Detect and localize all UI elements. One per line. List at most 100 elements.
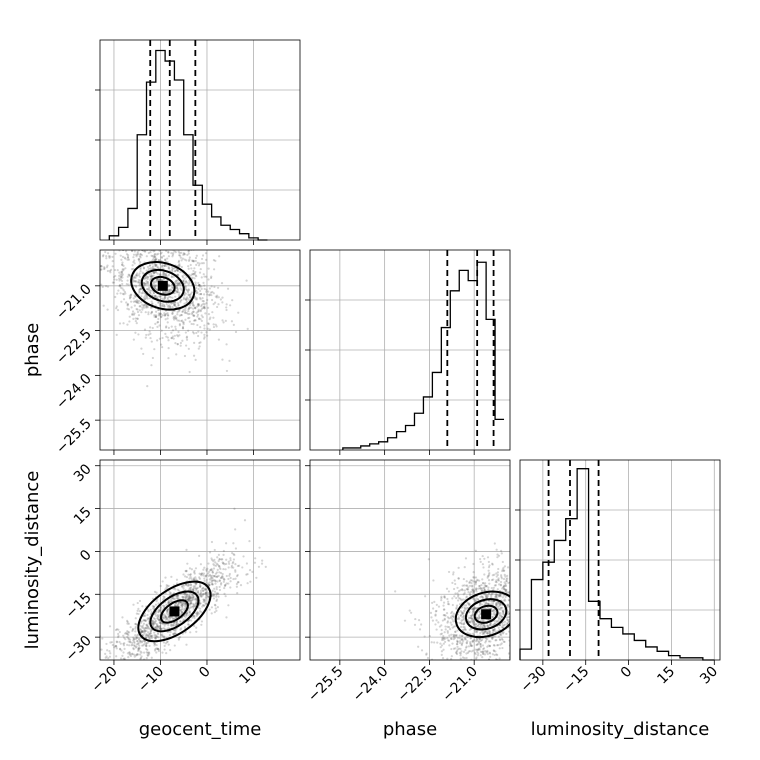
scatter-point xyxy=(150,340,153,343)
scatter-point xyxy=(473,622,476,625)
scatter-point xyxy=(181,310,184,313)
scatter-point xyxy=(142,306,146,309)
scatter-point xyxy=(151,622,154,625)
scatter-point xyxy=(180,251,183,254)
scatter-point xyxy=(451,626,454,629)
scatter-point xyxy=(452,647,456,650)
scatter-point xyxy=(186,236,188,238)
scatter-point xyxy=(160,627,164,630)
scatter-point xyxy=(199,326,202,329)
scatter-point xyxy=(499,614,502,617)
scatter-point xyxy=(192,595,195,598)
scatter-point xyxy=(159,302,162,305)
scatter-point xyxy=(153,642,156,645)
scatter-point xyxy=(140,292,143,295)
scatter-point xyxy=(472,610,475,613)
scatter-point xyxy=(214,572,217,575)
scatter-point xyxy=(457,577,460,580)
scatter-point xyxy=(158,609,161,612)
scatter-point xyxy=(234,570,237,573)
scatter-point xyxy=(213,268,216,271)
scatter-point xyxy=(215,586,218,589)
scatter-point xyxy=(465,641,468,644)
scatter-point xyxy=(125,631,128,634)
scatter-point xyxy=(165,586,168,589)
scatter-point xyxy=(188,594,191,597)
scatter-point xyxy=(142,626,145,630)
scatter-point xyxy=(166,312,169,315)
scatter-point xyxy=(179,344,182,347)
scatter-point xyxy=(434,623,437,626)
scatter-point xyxy=(490,586,493,590)
scatter-point xyxy=(224,584,227,587)
scatter-point xyxy=(175,604,178,607)
scatter-point xyxy=(137,637,141,640)
scatter-point xyxy=(159,584,162,588)
scatter-point xyxy=(480,583,483,587)
scatter-point xyxy=(118,322,122,325)
scatter-point xyxy=(516,596,518,598)
scatter-point xyxy=(189,295,192,298)
scatter-point xyxy=(122,298,126,301)
scatter-point xyxy=(494,584,497,587)
y-axis-label: luminosity_distance xyxy=(22,471,43,650)
scatter-point xyxy=(133,250,136,253)
scatter-point xyxy=(462,666,464,668)
scatter-point xyxy=(435,628,438,631)
scatter-point xyxy=(231,562,234,565)
scatter-point xyxy=(104,250,107,254)
scatter-point xyxy=(452,587,456,591)
scatter-point xyxy=(176,342,179,346)
scatter-point xyxy=(452,612,455,615)
scatter-point xyxy=(166,305,170,308)
scatter-point xyxy=(484,649,487,653)
scatter-point xyxy=(202,574,205,577)
scatter-point xyxy=(477,652,480,655)
scatter-point xyxy=(143,628,146,632)
scatter-point xyxy=(497,577,500,580)
scatter-point xyxy=(177,279,180,282)
scatter-point xyxy=(194,358,197,362)
scatter-point xyxy=(180,610,184,614)
scatter-point xyxy=(142,622,146,625)
scatter-point xyxy=(148,330,151,333)
scatter-point xyxy=(515,570,517,572)
scatter-point xyxy=(167,613,170,616)
scatter-point xyxy=(195,311,198,314)
scatter-point xyxy=(513,584,515,586)
scatter-point xyxy=(501,606,504,609)
x-tick-label: 0 xyxy=(618,664,636,682)
scatter-point xyxy=(205,302,208,305)
scatter-point xyxy=(197,264,201,267)
scatter-point xyxy=(140,295,143,298)
scatter-point xyxy=(191,589,194,592)
scatter-point xyxy=(183,602,186,605)
scatter-point xyxy=(167,601,170,604)
scatter-point xyxy=(146,265,150,269)
scatter-point xyxy=(149,264,152,267)
scatter-point xyxy=(203,327,206,330)
scatter-point xyxy=(494,639,497,642)
scatter-point xyxy=(160,329,163,332)
scatter-point xyxy=(469,584,472,587)
scatter-point xyxy=(459,597,462,600)
scatter-point xyxy=(502,594,505,597)
scatter-point xyxy=(174,316,177,319)
scatter-point xyxy=(499,580,503,584)
scatter-point xyxy=(464,648,467,652)
scatter-point xyxy=(160,255,163,258)
scatter-point xyxy=(182,321,185,324)
scatter-point xyxy=(73,264,75,266)
scatter-point xyxy=(210,577,213,580)
scatter-point xyxy=(157,618,160,621)
scatter-point xyxy=(504,595,507,599)
scatter-point xyxy=(545,599,547,601)
scatter-point xyxy=(108,655,112,658)
scatter-point xyxy=(145,657,148,660)
scatter-point xyxy=(478,640,481,643)
scatter-point xyxy=(443,595,446,599)
scatter-point xyxy=(146,288,149,291)
scatter-point xyxy=(550,622,552,624)
scatter-point xyxy=(492,599,496,603)
